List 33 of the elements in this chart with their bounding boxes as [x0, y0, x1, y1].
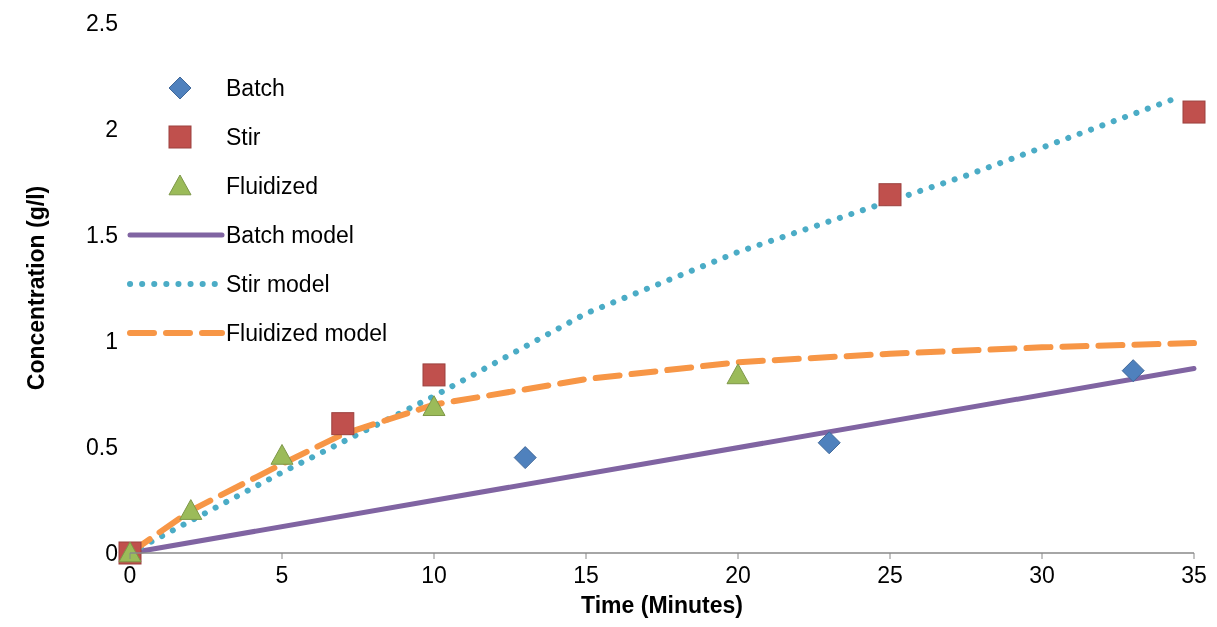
legend-label: Fluidized model	[226, 320, 388, 346]
point	[817, 431, 841, 455]
legend-label: Fluidized	[226, 173, 319, 199]
y-tick-label: 2.5	[86, 10, 118, 36]
point	[878, 183, 902, 207]
y-tick-label: 0.5	[86, 434, 118, 460]
y-axis-title: Concentration (g/l)	[23, 185, 49, 391]
point	[1182, 100, 1206, 124]
x-tick-label: 30	[1029, 562, 1055, 588]
point	[422, 395, 446, 417]
x-tick-label: 15	[573, 562, 599, 588]
y-tick-label: 0	[105, 540, 118, 566]
x-tick-label: 35	[1181, 562, 1207, 588]
point	[270, 443, 294, 465]
x-tick-label: 25	[877, 562, 903, 588]
point	[513, 446, 537, 470]
point	[422, 363, 446, 387]
x-tick-label: 5	[275, 562, 289, 588]
point	[726, 363, 750, 385]
legend-label: Stir	[226, 124, 261, 150]
y-tick-label: 1.5	[86, 222, 118, 248]
y-tick-label: 1	[105, 328, 118, 354]
x-tick-label: 0	[123, 562, 137, 588]
point	[179, 499, 203, 520]
legend-label: Batch model	[226, 222, 354, 248]
y-tick-label: 2	[105, 116, 118, 142]
x-axis-title: Time (Minutes)	[581, 592, 743, 618]
x-tick-label: 20	[725, 562, 751, 588]
legend-label: Stir model	[226, 271, 330, 297]
point	[331, 412, 355, 436]
point	[1121, 359, 1145, 383]
x-tick-label: 10	[421, 562, 447, 588]
legend-label: Batch	[226, 75, 285, 101]
